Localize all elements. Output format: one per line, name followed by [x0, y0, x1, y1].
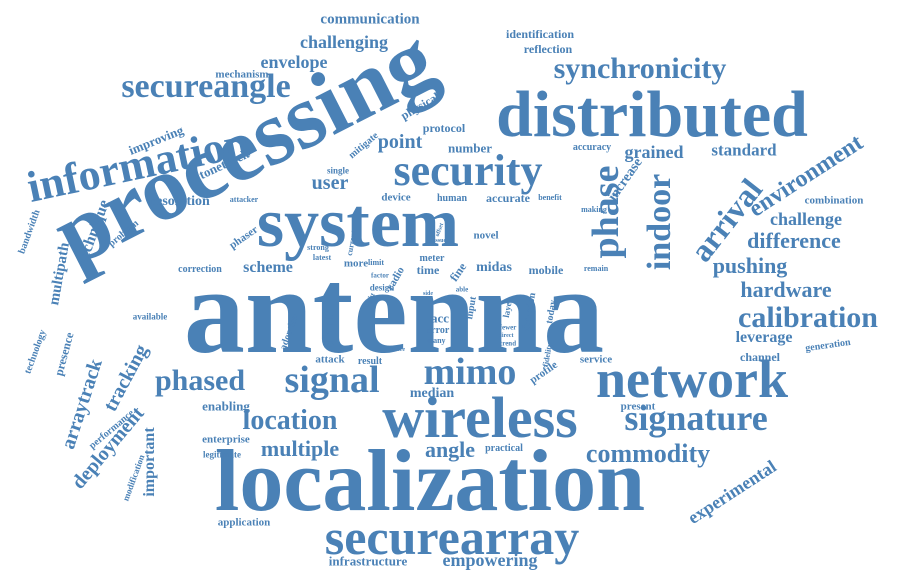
word-identification: identification — [506, 27, 574, 41]
word-novel: novel — [473, 229, 499, 242]
word-leverage: leverage — [735, 329, 793, 346]
word-calibration: calibration — [738, 301, 878, 334]
word-trend: trend — [499, 339, 517, 348]
word-grained: grained — [624, 142, 684, 162]
word-envelope: envelope — [260, 52, 328, 72]
word-generation: generation — [804, 336, 852, 355]
word-latest: latest — [312, 253, 332, 262]
word-difference: difference — [747, 228, 841, 253]
word-indoor: indoor — [641, 173, 678, 271]
word-communication: communication — [320, 11, 420, 28]
word-synchronicity: synchronicity — [553, 52, 727, 85]
word-multipath: multipath — [46, 241, 73, 307]
word-enabling: enabling — [202, 398, 250, 414]
word-standard: standard — [711, 140, 777, 160]
word-direct: direct — [498, 333, 514, 339]
word-limit: limit — [368, 258, 384, 267]
word-practical: practical — [485, 443, 523, 454]
word-attacker: attacker — [229, 195, 259, 204]
word-design: design — [369, 282, 395, 293]
word-channel: channel — [739, 350, 781, 364]
word-able: able — [455, 285, 469, 294]
word-factor: factor — [371, 271, 389, 280]
word-presence: presence — [51, 330, 77, 378]
word-system: system — [256, 185, 460, 262]
word-correction: correction — [178, 264, 222, 275]
word-time: time — [416, 263, 440, 277]
word-mobile: mobile — [528, 263, 564, 277]
word-legitimate: legitimate — [203, 449, 241, 460]
word-multiple: multiple — [260, 436, 340, 461]
word-point: point — [377, 131, 423, 153]
word-reflection: reflection — [523, 42, 573, 56]
word-protocol: protocol — [422, 121, 466, 135]
word-enterprise: enterprise — [202, 433, 250, 446]
word-client: client — [321, 314, 338, 350]
word-more: more — [343, 257, 369, 270]
word-empowering: empowering — [442, 550, 538, 570]
word-accurate: accurate — [486, 191, 530, 205]
word-remain: remain — [583, 264, 609, 273]
word-securearray: securearray — [324, 509, 580, 565]
word-hardware: hardware — [740, 277, 832, 302]
word-infrastructure: infrastructure — [328, 553, 408, 569]
word-strong: strong — [307, 243, 329, 252]
word-device: device — [381, 191, 411, 204]
word-accuracy: accuracy — [572, 142, 612, 153]
word-network: network — [596, 349, 788, 409]
word-localization: localization — [214, 433, 646, 530]
word-challenge: challenge — [770, 209, 842, 229]
word-meter: meter — [419, 253, 445, 264]
word-signal: signal — [284, 359, 380, 401]
word-mimo: mimo — [423, 351, 517, 393]
word-pushing: pushing — [712, 253, 788, 278]
word-attack: attack — [315, 353, 345, 366]
word-tracking: tracking — [99, 340, 153, 416]
word-many: many — [426, 336, 446, 345]
word-location: location — [242, 405, 338, 436]
word-technology: technology — [22, 328, 49, 376]
word-office: office — [391, 347, 405, 353]
word-fewer: fewer — [499, 323, 517, 332]
word-bandwidth: bandwidth — [16, 208, 43, 256]
word-user: user — [311, 172, 349, 194]
word-secureangle: secureangle — [121, 68, 291, 105]
word-service: service — [579, 353, 613, 366]
word-antenna: antenna — [183, 244, 605, 379]
word-present: present — [620, 400, 656, 413]
word-scheme: scheme — [243, 259, 293, 276]
word-acc: acc — [430, 310, 450, 326]
word-median: median — [409, 386, 455, 401]
word-resolution: resolution — [150, 194, 210, 209]
word-wireless: wireless — [382, 385, 578, 450]
word-combination: combination — [804, 194, 864, 207]
word-phased: phased — [154, 364, 246, 397]
word-mechanism: mechanism — [215, 68, 269, 81]
word-single: single — [326, 165, 350, 176]
word-human: human — [436, 193, 468, 204]
word-number: number — [447, 140, 493, 156]
word-signature: signature — [624, 398, 768, 438]
word-available: available — [132, 311, 168, 322]
word-distributed: distributed — [496, 78, 808, 151]
word-side: side — [422, 291, 434, 297]
word-commodity: commodity — [585, 439, 711, 468]
word-midas: midas — [476, 260, 512, 275]
word-result: result — [357, 356, 383, 367]
word-challenging: challenging — [299, 32, 389, 52]
word-making: making — [581, 205, 607, 214]
word-application: application — [217, 516, 271, 529]
word-security: security — [393, 146, 543, 195]
word-benefit: benefit — [538, 193, 562, 202]
word-issue: issue — [433, 238, 447, 244]
word-error: error — [426, 325, 450, 336]
word-angle: angle — [424, 437, 476, 462]
